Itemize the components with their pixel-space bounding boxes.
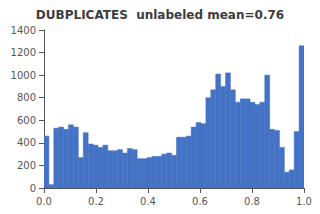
svg-text:1.0: 1.0	[296, 196, 312, 207]
svg-text:1400: 1400	[11, 25, 36, 36]
svg-text:0.8: 0.8	[244, 196, 260, 207]
svg-text:1200: 1200	[11, 47, 36, 58]
svg-text:600: 600	[17, 115, 36, 126]
svg-text:800: 800	[17, 92, 36, 103]
svg-text:0.0: 0.0	[36, 196, 52, 207]
svg-text:0.6: 0.6	[192, 196, 208, 207]
svg-text:DUBPLICATES unlabeled mean=0.: DUBPLICATES unlabeled mean=0.76	[36, 8, 284, 22]
svg-text:200: 200	[17, 160, 36, 171]
svg-text:0: 0	[30, 183, 36, 194]
svg-text:1000: 1000	[11, 70, 36, 81]
svg-text:0.2: 0.2	[88, 196, 104, 207]
svg-text:0.4: 0.4	[140, 196, 156, 207]
svg-text:400: 400	[17, 137, 36, 148]
